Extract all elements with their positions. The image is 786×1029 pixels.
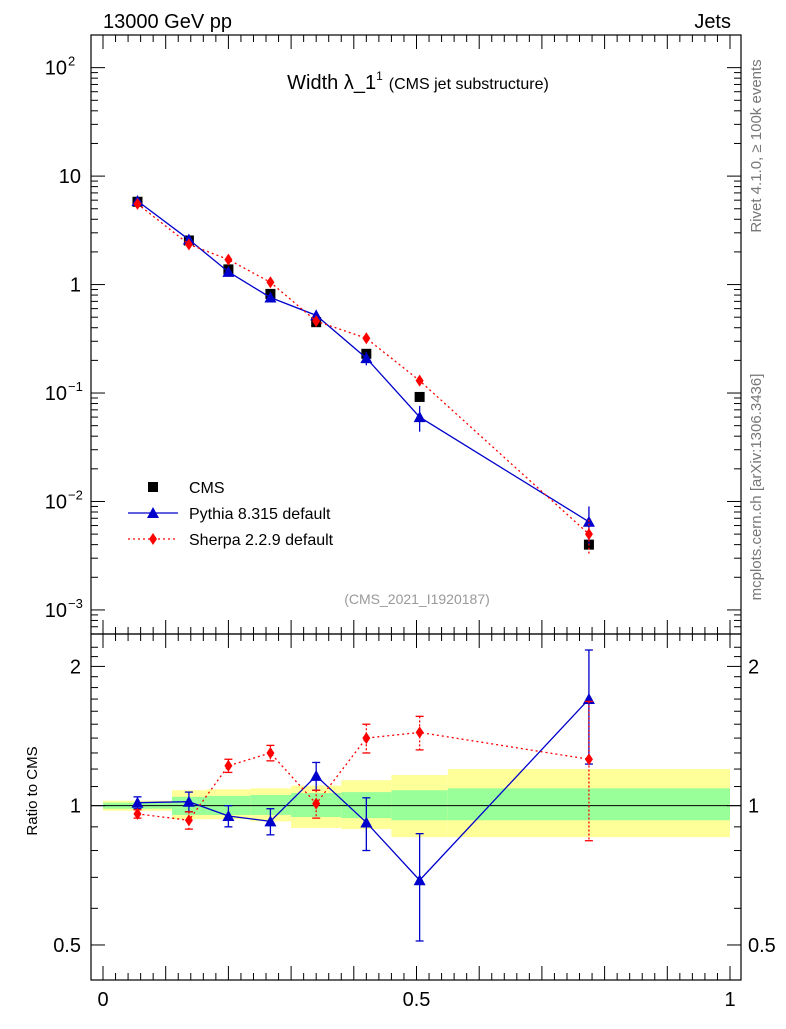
sherpa-point xyxy=(312,315,321,328)
chart-title-superscript: 1 xyxy=(376,69,383,83)
pythia-ratio-point xyxy=(264,815,277,827)
legend-label-cms: CMS xyxy=(189,480,225,497)
x-tick-label: 0.5 xyxy=(403,989,431,1011)
sherpa-point xyxy=(224,253,233,266)
pythia-point xyxy=(413,411,426,423)
legend-label-pythia: Pythia 8.315 default xyxy=(189,506,331,523)
legend-marker-cms xyxy=(148,482,158,492)
category-label: Jets xyxy=(694,11,731,33)
pythia-point xyxy=(264,291,277,303)
ratio-y-tick-label-right: 1 xyxy=(748,796,759,818)
x-tick-label: 1 xyxy=(724,989,735,1011)
pythia-ratio-point xyxy=(413,874,426,886)
energy-label: 13000 GeV pp xyxy=(103,11,232,33)
sherpa-ratio-point xyxy=(415,726,424,739)
sherpa-ratio-point xyxy=(266,746,275,759)
sherpa-ratio-point xyxy=(584,753,593,766)
mcplots-label: mcplots.cern.ch [arXiv:1306.3436] xyxy=(748,374,765,601)
ratio-y-tick-label: 2 xyxy=(70,656,81,678)
y-tick-exponent: −2 xyxy=(68,487,83,502)
sherpa-point xyxy=(266,276,275,289)
y-tick-label: 1 xyxy=(70,275,81,297)
y-tick-label: 10 xyxy=(45,600,67,622)
x-tick-label: 0 xyxy=(97,989,108,1011)
pythia-ratio-point xyxy=(310,769,323,781)
y-tick-exponent: −3 xyxy=(68,596,83,611)
pythia-ratio-point xyxy=(182,795,195,807)
ratio-y-tick-label: 1 xyxy=(70,796,81,818)
ratio-band-inner xyxy=(250,794,292,815)
ratio-y-tick-label-right: 0.5 xyxy=(748,935,776,957)
pythia-ratio-point xyxy=(360,816,373,828)
pythia-ratio-line xyxy=(137,698,590,882)
y-tick-label: 10 xyxy=(59,166,81,188)
sherpa-point xyxy=(584,528,593,541)
sherpa-ratio-point xyxy=(133,807,142,820)
pythia-ratio-point xyxy=(222,809,235,821)
cms-point xyxy=(414,391,425,402)
sherpa-point xyxy=(133,197,142,210)
chart-subtitle: (CMS jet substructure) xyxy=(389,76,549,93)
sherpa-line xyxy=(137,203,590,535)
sherpa-point xyxy=(362,332,371,345)
pythia-ratio-point xyxy=(131,796,144,808)
y-tick-label: 10 xyxy=(45,491,67,513)
legend-label-sherpa: Sherpa 2.2.9 default xyxy=(189,532,334,549)
rivet-label: Rivet 4.1.0, ≥ 100k events xyxy=(748,59,765,232)
y-tick-exponent: 2 xyxy=(68,54,75,69)
ratio-y-tick-label-right: 2 xyxy=(748,656,759,678)
legend-marker-sherpa xyxy=(149,533,157,545)
chart-title-main: Width λ_1 xyxy=(287,72,376,94)
sherpa-point xyxy=(415,374,424,387)
sherpa-ratio-point xyxy=(184,814,193,827)
y-tick-label: 10 xyxy=(45,383,67,405)
pythia-point xyxy=(360,352,373,364)
y-tick-exponent: −1 xyxy=(68,379,83,394)
sherpa-ratio-point xyxy=(224,759,233,772)
pythia-point xyxy=(222,265,235,277)
sherpa-point xyxy=(184,238,193,251)
sherpa-ratio-point xyxy=(312,797,321,810)
legend-marker-pythia xyxy=(147,507,159,518)
y-tick-label: 10 xyxy=(45,58,67,80)
pythia-point xyxy=(310,309,323,321)
ratio-ylabel: Ratio to CMS xyxy=(24,746,41,835)
ratio-y-tick-label: 0.5 xyxy=(53,935,81,957)
watermark: (CMS_2021_I1920187) xyxy=(344,591,490,607)
chart-title: Width λ_11 (CMS jet substructure) xyxy=(287,69,549,94)
pythia-line xyxy=(137,200,590,523)
sherpa-ratio-point xyxy=(362,732,371,745)
